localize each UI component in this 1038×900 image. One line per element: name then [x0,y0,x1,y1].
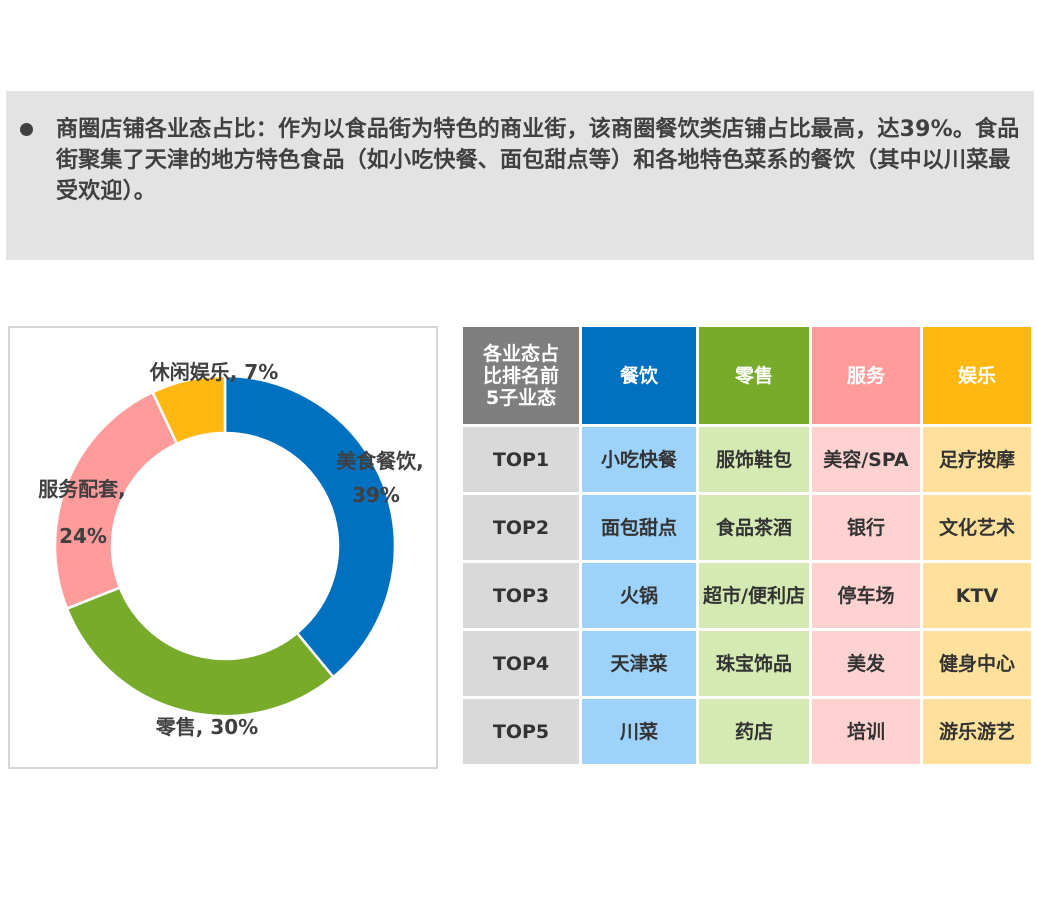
column-header: 服务 [812,327,920,424]
table-cell: 食品茶酒 [699,495,809,560]
rank-label: TOP2 [463,495,579,560]
table-cell: 面包甜点 [582,495,696,560]
slice-label-4: 休闲娱乐, 7% [149,360,279,384]
rank-label: TOP5 [463,699,579,764]
corner-header-line: 比排名前 [482,364,559,387]
table-cell: 健身中心 [923,631,1031,696]
rank-label: TOP1 [463,427,579,492]
corner-header-line: 各业态占 [482,342,559,365]
summary-text: 商圈店铺各业态占比：作为以食品街为特色的商业街，该商圈餐饮类店铺占比最高，达39… [56,117,1020,204]
table-cell: 珠宝饰品 [699,631,809,696]
subcategory-ranking-table: 各业态占 比排名前 5子业态 餐饮 零售 服务 娱乐 TOP1 小吃快餐 服饰鞋包 美容/SPA 足疗… [460,324,1034,767]
slice-label-1: 美食餐饮, [336,449,424,473]
table-cell: 服饰鞋包 [699,427,809,492]
table-row: TOP4 天津菜 珠宝饰品 美发 健身中心 [463,631,1031,696]
table-row: TOP1 小吃快餐 服饰鞋包 美容/SPA 足疗按摩 [463,427,1031,492]
column-header: 零售 [699,327,809,424]
bullet-icon [20,123,33,136]
donut-slice-1 [223,374,397,679]
rank-label: TOP4 [463,631,579,696]
donut-slice-2 [65,585,336,718]
corner-header-line: 5子业态 [485,386,557,409]
donut-chart: 美食餐饮, 39% 零售, 30% 服务配套, 24% 休闲娱乐, 7% [38,360,424,739]
table-cell: 文化艺术 [923,495,1031,560]
table-cell: 培训 [812,699,920,764]
table-row: TOP2 面包甜点 食品茶酒 银行 文化艺术 [463,495,1031,560]
table-row: TOP3 火锅 超市/便利店 停车场 KTV [463,563,1031,628]
summary-panel [6,91,1034,260]
donut-slice-4 [150,374,227,446]
donut-chart-panel: 美食餐饮, 39% 零售, 30% 服务配套, 24% 休闲娱乐, 7% [8,326,438,769]
column-header: 餐饮 [582,327,696,424]
slice-label-2: 零售, 30% [155,715,258,739]
table-cell: 火锅 [582,563,696,628]
table-cell: KTV [923,563,1031,628]
table-cell: 停车场 [812,563,920,628]
table-corner-header: 各业态占 比排名前 5子业态 [463,327,579,424]
table-cell: 小吃快餐 [582,427,696,492]
table-cell: 银行 [812,495,920,560]
table-cell: 游乐游艺 [923,699,1031,764]
rank-label: TOP3 [463,563,579,628]
table-cell: 超市/便利店 [699,563,809,628]
table-row: TOP5 川菜 药店 培训 游乐游艺 [463,699,1031,764]
table-cell: 药店 [699,699,809,764]
table-cell: 美发 [812,631,920,696]
table-cell: 足疗按摩 [923,427,1031,492]
table-cell: 天津菜 [582,631,696,696]
slice-value-label-3: 24% [59,524,107,548]
column-header: 娱乐 [923,327,1031,424]
table-header-row: 各业态占 比排名前 5子业态 餐饮 零售 服务 娱乐 [463,327,1031,424]
slice-value-label-1: 39% [352,483,400,507]
table-cell: 川菜 [582,699,696,764]
slice-label-3: 服务配套, [38,477,126,501]
table-cell: 美容/SPA [812,427,920,492]
